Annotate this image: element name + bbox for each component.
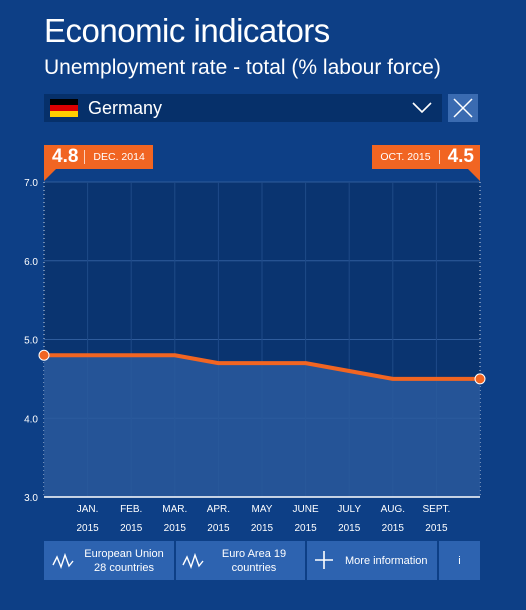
start-date: DEC. 2014	[93, 151, 145, 163]
x-tick-label: 2015	[251, 523, 274, 534]
x-tick-label: SEPT.	[423, 504, 451, 515]
end-point-marker	[474, 373, 486, 385]
series-area	[44, 355, 480, 497]
page-subtitle: Unemployment rate - total (% labour forc…	[44, 56, 441, 79]
country-select[interactable]: Germany	[44, 94, 442, 122]
x-tick-label: 2015	[120, 523, 143, 534]
ea-button-label-1: Euro Area 19	[221, 548, 287, 560]
start-point-marker	[38, 349, 50, 361]
y-tick-label: 6.0	[24, 257, 38, 268]
eu-28-button[interactable]: European Union 28 countries	[44, 541, 174, 580]
close-icon	[453, 98, 473, 118]
x-tick-label: 2015	[294, 523, 317, 534]
x-tick-label: 2015	[425, 523, 448, 534]
eu-button-label-2: 28 countries	[94, 562, 154, 574]
more-information-button[interactable]: More information	[307, 541, 437, 580]
start-badge-pointer	[44, 169, 56, 181]
x-tick-label: APR.	[207, 504, 230, 515]
x-tick-label: MAR.	[162, 504, 187, 515]
info-button[interactable]: i	[439, 541, 480, 580]
line-chart-icon	[52, 552, 74, 570]
y-tick-label: 4.0	[24, 414, 38, 425]
eu-button-label-1: European Union	[84, 548, 164, 560]
start-value-badge: 4.8 DEC. 2014	[44, 145, 153, 169]
x-tick-label: MAY	[252, 504, 273, 515]
euro-area-19-button[interactable]: Euro Area 19 countries	[176, 541, 305, 580]
plus-icon	[315, 551, 333, 569]
country-name: Germany	[88, 98, 163, 118]
end-value: 4.5	[447, 146, 474, 167]
start-value: 4.8	[52, 146, 79, 167]
x-tick-label: 2015	[76, 523, 99, 534]
x-tick-label: AUG.	[381, 504, 405, 515]
more-info-label: More information	[345, 555, 428, 567]
line-chart-icon	[182, 552, 204, 570]
chevron-down-icon	[412, 102, 432, 114]
x-tick-label: 2015	[207, 523, 230, 534]
y-tick-label: 3.0	[24, 493, 38, 504]
germany-flag-icon	[50, 99, 78, 117]
y-tick-label: 5.0	[24, 336, 38, 347]
x-tick-label: JULY	[337, 504, 361, 515]
end-date: OCT. 2015	[380, 151, 431, 163]
badge-separator	[438, 150, 440, 164]
y-tick-label: 7.0	[24, 178, 38, 189]
series-line	[44, 353, 480, 381]
x-tick-label: 2015	[338, 523, 361, 534]
end-badge-pointer	[468, 169, 480, 181]
end-value-badge: OCT. 2015 4.5	[372, 145, 480, 169]
x-tick-label: 2015	[382, 523, 405, 534]
x-tick-label: FEB.	[120, 504, 142, 515]
info-icon: i	[458, 554, 461, 567]
page-title: Economic indicators	[44, 12, 330, 49]
x-tick-label: 2015	[164, 523, 187, 534]
badge-separator	[84, 150, 86, 164]
x-tick-label: JAN.	[77, 504, 99, 515]
close-button[interactable]	[448, 94, 478, 122]
x-tick-label: JUNE	[293, 504, 319, 515]
ea-button-label-2: countries	[231, 562, 277, 574]
